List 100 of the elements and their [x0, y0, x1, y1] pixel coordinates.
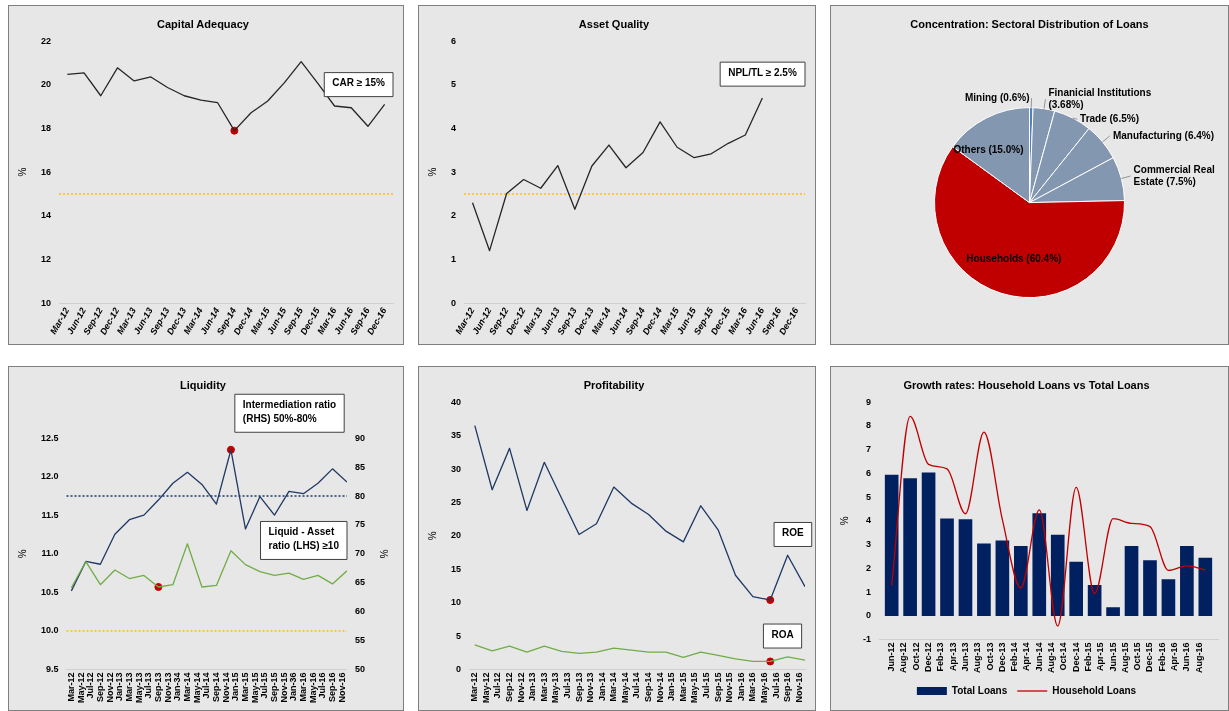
x-tick-label: Feb-15 [1082, 642, 1093, 672]
x-tick-label: Apr-16 [1169, 642, 1180, 672]
x-tick-label: Jan-34 [172, 672, 183, 702]
annotation: Liquid - Asset ratio (LHS) ≥10 [268, 526, 340, 552]
x-tick-label: Nov-12 [104, 672, 115, 703]
y-tick-label: 10 [41, 297, 52, 308]
x-tick-label: May-12 [480, 672, 491, 703]
x-tick-label: Sep-12 [504, 672, 515, 702]
x-tick-label: Mar-16 [297, 672, 308, 702]
y-tick-label: 2 [450, 210, 457, 221]
y2-tick-label: 70 [354, 548, 365, 559]
x-tick-label: Jul-13 [143, 672, 154, 699]
x-tick-label: Sep-15 [268, 672, 279, 702]
x-tick-label: Nov-15 [724, 672, 735, 703]
y-tick-label: 0 [450, 297, 457, 308]
y-tick-label: 10 [451, 597, 462, 608]
x-tick-label: Oct-13 [984, 642, 995, 671]
annotation: NPL/TL ≥ 2.5% [728, 66, 797, 78]
x-tick-label: Mar-12 [469, 672, 480, 702]
series-label: ROE [782, 527, 805, 539]
y2-tick-label: 65 [354, 577, 365, 588]
annotation: CAR ≥ 15% [332, 77, 386, 89]
y-tick-label: 20 [41, 79, 52, 90]
y-axis-title: % [838, 516, 850, 526]
y-tick-label: 1 [450, 253, 457, 264]
y-tick-label: 16 [41, 166, 52, 177]
x-tick-label: May-14 [619, 672, 630, 703]
y-tick-label: 5 [865, 491, 871, 502]
y-axis-title: % [426, 531, 438, 541]
y-axis-title: % [16, 167, 28, 177]
x-tick-label: Apr-15 [1095, 642, 1106, 672]
chart-title: Concentration: Sectoral Distribution of Loans [910, 17, 1149, 30]
y2-tick-label: 60 [354, 606, 365, 617]
x-tick-label: Jan-13 [114, 672, 125, 702]
y-tick-label: 15 [451, 563, 462, 574]
y-tick-label: 12.5 [40, 432, 59, 443]
chart-title: Profitability [583, 378, 646, 391]
x-tick-label: Oct-15 [1132, 642, 1143, 671]
x-tick-label: May-13 [550, 672, 561, 703]
x-tick-label: Mar-14 [181, 672, 192, 702]
x-tick-label: Dec-13 [996, 642, 1007, 673]
x-tick-label: Sep-14 [643, 672, 654, 702]
y2-tick-label: 90 [354, 432, 365, 443]
legend-label: Total Loans [951, 684, 1008, 696]
x-tick-label: Sep-13 [573, 672, 584, 702]
x-tick-label: Nov-15 [278, 672, 289, 703]
y-tick-label: 12 [41, 253, 52, 264]
y-tick-label: 4 [450, 122, 457, 133]
x-tick-label: Sep-16 [782, 672, 793, 702]
x-tick-label: May-12 [75, 672, 86, 703]
chart-title: Liquidity [180, 378, 227, 391]
y-tick-label: 5 [450, 79, 457, 90]
y-tick-label: 18 [41, 122, 52, 133]
x-tick-label: Jan-13 [527, 672, 538, 702]
y-tick-label: 3 [865, 539, 871, 550]
x-tick-label: Jul-12 [85, 672, 96, 699]
y-tick-label: 11.5 [41, 509, 59, 520]
slice-label: Trade (6.5%) [1080, 113, 1139, 125]
y2-tick-label: 55 [354, 635, 365, 646]
x-tick-label: Jun-15 [1107, 642, 1118, 672]
x-tick-label: Jan-16 [735, 672, 746, 702]
chart-title: Asset Quality [578, 17, 651, 30]
x-tick-label: Mar-15 [677, 672, 688, 702]
x-tick-label: Nov-16 [336, 672, 347, 703]
x-tick-label: Oct-12 [910, 642, 921, 671]
x-tick-label: Sep-15 [712, 672, 723, 702]
x-tick-label: Jun-13 [959, 642, 970, 672]
x-tick-label: Aug-14 [1046, 642, 1057, 674]
y-tick-label: 35 [451, 430, 462, 441]
x-tick-label: Oct-14 [1058, 642, 1069, 671]
slice-label: Households (60.4%) [966, 252, 1062, 264]
x-tick-label: May-15 [249, 672, 260, 703]
y2-axis-title: % [378, 549, 390, 559]
x-tick-label: Nov-14 [654, 672, 665, 703]
slice-label: Mining (0.6%) [965, 91, 1030, 103]
y-tick-label: 5 [456, 630, 462, 641]
y-tick-label: 40 [451, 396, 462, 407]
x-tick-label: Mar-12 [65, 672, 76, 702]
slice-label: Commercial Real Estate (7.5%) [1133, 163, 1215, 187]
x-tick-label: Nov-12 [515, 672, 526, 703]
y-tick-label: 8 [865, 420, 871, 431]
y-axis-title: % [426, 167, 438, 177]
x-tick-label: May-15 [689, 672, 700, 703]
x-tick-label: Jul-15 [701, 672, 711, 699]
x-tick-label: Apr-14 [1021, 642, 1032, 672]
y-tick-label: 22 [41, 35, 52, 46]
x-tick-label: Aug-15 [1119, 642, 1130, 674]
x-tick-label: May-13 [133, 672, 144, 703]
y-tick-label: 1 [865, 586, 871, 597]
x-tick-label: May-16 [758, 672, 769, 703]
x-tick-label: Jun-14 [1033, 642, 1044, 672]
y-tick-label: 11.0 [41, 548, 59, 559]
x-tick-label: Dec-12 [923, 642, 934, 673]
chart-title: Capital Adequacy [157, 17, 250, 30]
y-tick-label: 14 [41, 210, 52, 221]
y2-tick-label: 85 [354, 461, 365, 472]
chart-title: Growth rates: Household Loans vs Total Loans [903, 378, 1150, 391]
x-tick-label: May-16 [307, 672, 318, 703]
y-tick-label: 25 [451, 496, 462, 507]
slice-label: Others (15.0%) [953, 143, 1024, 155]
